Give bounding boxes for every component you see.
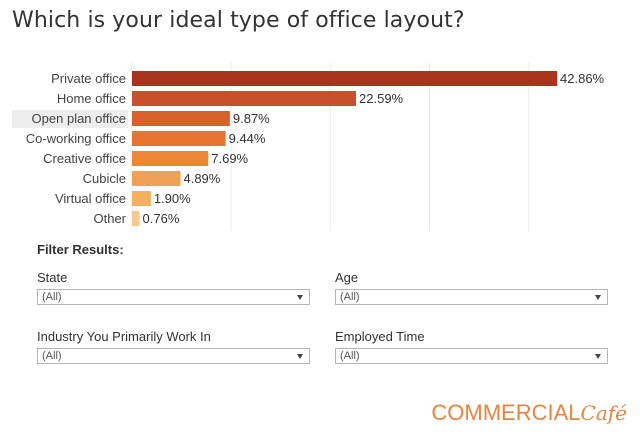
industry-filter-label: Industry You Primarily Work In <box>37 329 211 344</box>
bar[interactable] <box>132 151 209 166</box>
category-label: Virtual office <box>55 191 126 206</box>
category-label: Other <box>93 211 126 226</box>
value-label: 9.87% <box>233 111 270 126</box>
brand-main-text: COMMERCIAL <box>431 400 581 425</box>
employed-time-filter-select[interactable]: (All) <box>335 348 608 364</box>
value-label: 0.76% <box>143 211 180 226</box>
category-label: Open plan office <box>32 111 126 126</box>
bar-chart: Private office 42.86% Home office 22.59% Ope… <box>12 62 605 231</box>
category-label: Creative office <box>43 151 126 166</box>
category-label: Home office <box>57 91 126 106</box>
value-label: 7.69% <box>211 151 248 166</box>
brand-logo[interactable]: COMMERCIALCafé <box>431 400 627 426</box>
state-filter-select[interactable]: (All) <box>37 289 310 305</box>
bar[interactable] <box>132 71 558 86</box>
chevron-down-icon <box>297 354 303 359</box>
filter-heading: Filter Results: <box>37 242 124 257</box>
age-filter-label: Age <box>335 270 359 285</box>
category-label: Private office <box>51 71 126 86</box>
employed-time-filter-value: (All) <box>340 350 360 362</box>
bar[interactable] <box>132 91 357 106</box>
category-label: Co-working office <box>26 131 126 146</box>
category-highlight <box>12 110 128 128</box>
value-label: 1.90% <box>154 191 191 206</box>
value-label: 4.89% <box>183 171 220 186</box>
brand-script-text: Café <box>580 401 627 425</box>
bar[interactable] <box>132 191 151 206</box>
value-label: 22.59% <box>359 91 404 106</box>
value-label: 42.86% <box>560 71 605 86</box>
chevron-down-icon <box>595 354 601 359</box>
bar[interactable] <box>132 211 140 226</box>
state-filter-value: (All) <box>42 291 62 303</box>
value-label: 9.44% <box>229 131 266 146</box>
chart-title: Which is your ideal type of office layou… <box>12 8 465 33</box>
age-filter-value: (All) <box>340 291 360 303</box>
bar[interactable] <box>132 131 226 146</box>
industry-filter-select[interactable]: (All) <box>37 348 310 364</box>
bar[interactable] <box>132 111 230 126</box>
chevron-down-icon <box>595 295 601 300</box>
state-filter-label: State <box>37 270 68 285</box>
chevron-down-icon <box>297 295 303 300</box>
industry-filter-value: (All) <box>42 350 62 362</box>
bar[interactable] <box>132 171 181 186</box>
employed-time-filter-label: Employed Time <box>335 329 425 344</box>
category-label: Cubicle <box>83 171 126 186</box>
age-filter-select[interactable]: (All) <box>335 289 608 305</box>
